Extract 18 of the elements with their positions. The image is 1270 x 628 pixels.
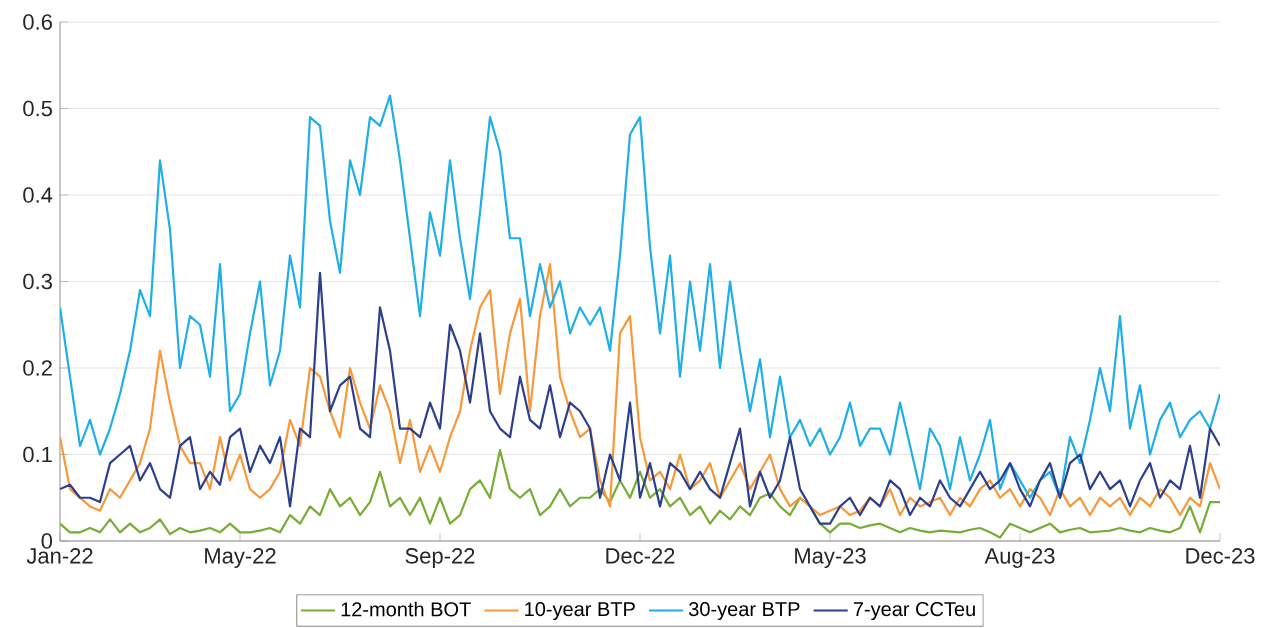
x-tick-label: May-22 — [205, 548, 276, 568]
y-tick-label: 0.4 — [23, 187, 53, 203]
legend-label: 30-year BTP — [688, 602, 800, 621]
y-tick-label: 0.6 — [23, 14, 52, 30]
y-tick-label: 0.1 — [23, 446, 52, 463]
y-tick-label: 0.3 — [23, 273, 52, 290]
x-tick-label: Dec-22 — [606, 548, 675, 564]
y-tick-label: 0.5 — [23, 100, 52, 117]
legend-label: 12-month BOT — [341, 601, 471, 617]
legend-label: 10-year BTP — [525, 602, 635, 621]
x-tick-label: Aug-23 — [984, 548, 1055, 568]
y-tick-label: 0.2 — [23, 360, 52, 376]
x-tick-label: May-23 — [795, 548, 866, 568]
x-tick-label: Jan-22 — [26, 548, 93, 564]
legend-label: 7-year CCTeu — [853, 602, 975, 621]
x-tick-label: Sep-22 — [405, 548, 475, 568]
x-tick-label: Dec-23 — [1186, 548, 1255, 564]
y-tick-label: 0 — [41, 533, 53, 549]
